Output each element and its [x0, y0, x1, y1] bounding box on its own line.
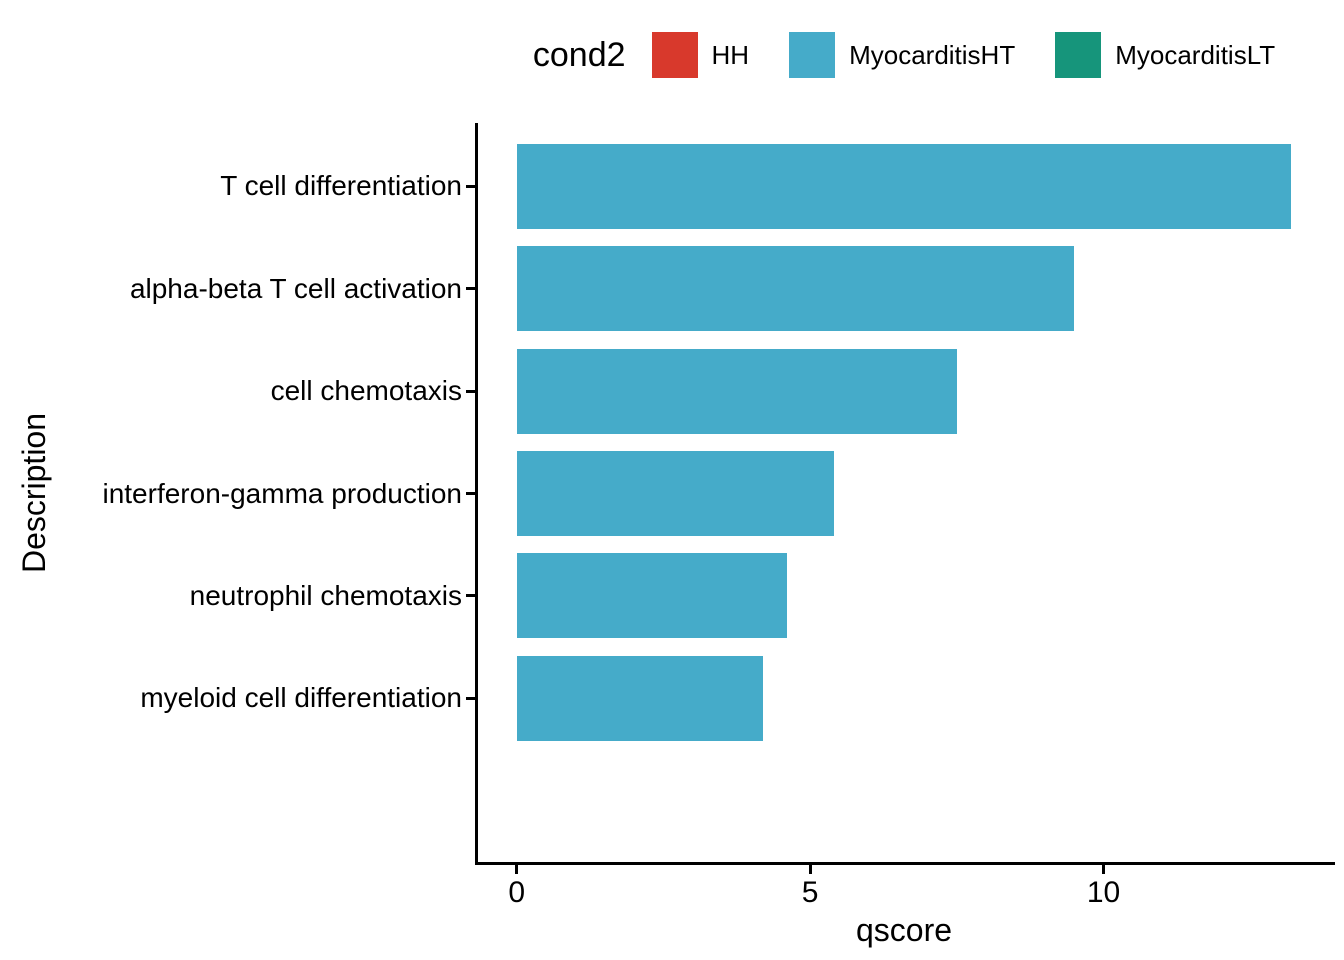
- legend-swatch-myocarditislt-icon: [1055, 32, 1102, 78]
- legend: cond2 HH MyocarditisHT MyocarditisLT: [478, 30, 1330, 80]
- bar: [516, 143, 1292, 229]
- x-tick-mark: [515, 865, 519, 874]
- x-tick-mark: [1102, 865, 1105, 874]
- y-tick-mark: [466, 594, 475, 598]
- y-tick-mark: [466, 389, 475, 393]
- y-axis-label: myeloid cell differentiation: [140, 682, 462, 714]
- x-tick-mark: [808, 865, 812, 874]
- y-axis-label: neutrophil chemotaxis: [189, 579, 462, 611]
- legend-title: cond2: [532, 35, 626, 74]
- x-tick-label: 10: [1086, 876, 1121, 909]
- legend-item-hh: HH: [651, 32, 750, 78]
- legend-swatch-hh-icon: [651, 32, 698, 78]
- y-axis-label: cell chemotaxis: [270, 375, 462, 407]
- y-tick-mark: [466, 492, 475, 495]
- y-axis-label: alpha-beta T cell activation: [129, 272, 462, 304]
- y-axis-line: [475, 123, 478, 865]
- x-axis-title: qscore: [855, 912, 953, 948]
- legend-item-myocarditisht: MyocarditisHT: [789, 32, 1015, 78]
- legend-item-label: HH: [711, 39, 750, 70]
- bar: [516, 246, 1075, 332]
- legend-item-label: MyocarditisLT: [1115, 39, 1276, 70]
- legend-items: HH MyocarditisHT MyocarditisLT: [651, 32, 1275, 78]
- bar: [516, 451, 834, 536]
- bar: [516, 553, 787, 639]
- y-tick-mark: [466, 287, 475, 291]
- legend-item-label: MyocarditisHT: [849, 39, 1016, 70]
- x-axis-line: [475, 862, 1335, 865]
- bar: [516, 348, 957, 434]
- legend-item-myocarditislt: MyocarditisLT: [1055, 32, 1275, 78]
- x-tick-label: 5: [801, 876, 819, 909]
- x-tick-label: 0: [508, 876, 526, 909]
- y-tick-mark: [466, 184, 475, 188]
- y-axis-label: T cell differentiation: [220, 170, 462, 202]
- legend-swatch-myocarditisht-icon: [789, 32, 836, 78]
- bar: [516, 655, 764, 741]
- y-tick-mark: [466, 696, 475, 700]
- y-axis-label: interferon-gamma production: [102, 477, 462, 509]
